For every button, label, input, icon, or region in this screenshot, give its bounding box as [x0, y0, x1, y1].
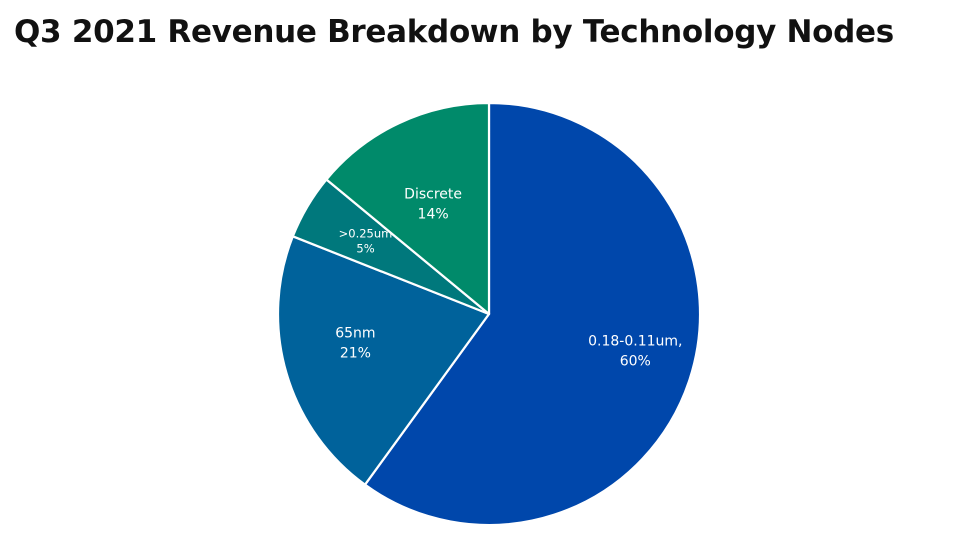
pie-slice-1 [363, 101, 702, 527]
slice-label-name-3: >0.25um [339, 227, 393, 241]
slice-label-name-4: Discrete [404, 186, 462, 202]
slice-label-value-2: 21% [340, 345, 371, 361]
pie-slices [276, 101, 702, 527]
slice-label-value-1: 60% [620, 354, 651, 370]
slice-label-name-1: 0.18-0.11um, [588, 334, 682, 350]
slice-label-value-3: 5% [356, 242, 374, 256]
pie-slice-4 [325, 101, 491, 316]
pie-slice-2 [276, 235, 491, 486]
chart-title: Q3 2021 Revenue Breakdown by Technology … [14, 14, 894, 50]
slice-label-name-2: 65nm [335, 325, 375, 341]
slice-label-value-4: 14% [418, 206, 449, 222]
